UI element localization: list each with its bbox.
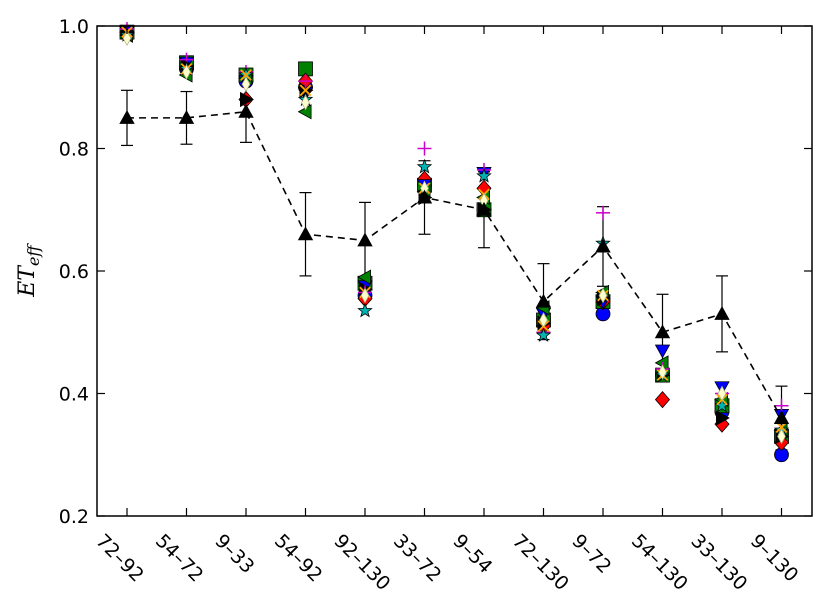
star-marker [357, 302, 373, 318]
triangle-up-marker [119, 110, 135, 124]
triangle-down-marker [654, 344, 671, 359]
x-tick-label: 33–72 [389, 530, 445, 586]
x-tick-label: 9–33 [210, 530, 258, 578]
dashed-series-line [127, 110, 783, 419]
triangle-up-marker [654, 324, 671, 339]
triangle-up-marker [595, 238, 611, 253]
thin-diamond-marker [182, 64, 191, 80]
y-axis: 0.2 0.4 0.6 0.8 1.0 [59, 16, 812, 528]
y-axis-label-main: ET [15, 264, 40, 298]
thin-diamond-marker [658, 364, 667, 380]
diamond-marker [654, 391, 671, 409]
error-bars-layer [121, 80, 788, 451]
x-tick-label: 54–130 [627, 530, 692, 595]
x-tick-label: 9–72 [567, 530, 615, 578]
triangle-up-marker [178, 110, 195, 124]
dashed-series-layer [119, 103, 790, 425]
thin-diamond-marker [777, 428, 786, 445]
triangle-right-marker [239, 91, 254, 108]
cross-marker [299, 84, 312, 97]
plus-marker [417, 141, 432, 156]
cross-marker-stroke [299, 84, 312, 97]
triangle-up-marker [773, 410, 790, 425]
x-tick-label: 9–130 [746, 530, 802, 586]
scatter-layer [119, 22, 790, 463]
x-tick-label: 72–130 [508, 530, 573, 595]
y-axis-label: ETeff [15, 243, 43, 298]
triangle-up-marker [357, 232, 373, 247]
thin-diamond-marker [301, 94, 310, 111]
star-marker [535, 327, 552, 342]
plot-frame [96, 25, 813, 517]
triangle-up-marker [535, 293, 552, 308]
triangle-left-marker [357, 269, 372, 285]
thin-diamond-marker [122, 30, 132, 47]
thin-diamond-marker [360, 287, 370, 304]
y-tick-label: 0.2 [59, 506, 89, 528]
x-tick-label: 92–130 [329, 530, 394, 595]
y-tick-label: 0.6 [59, 261, 89, 283]
star-marker [476, 167, 492, 183]
thin-diamond-marker [717, 385, 727, 402]
triangle-up-marker [416, 189, 433, 204]
triangle-up-marker [714, 306, 730, 320]
triangle-right-marker [716, 410, 730, 426]
x-tick-label: 54–72 [151, 530, 207, 586]
x-tick-label: 9–54 [448, 530, 496, 578]
plus-marker [298, 74, 313, 89]
plus-marker [596, 205, 610, 220]
x-tick-label: 54–92 [270, 530, 326, 586]
thin-diamond-marker [539, 312, 548, 328]
x-tick-label: 72–92 [91, 530, 147, 586]
y-tick-label: 0.4 [59, 384, 89, 406]
cross-marker [240, 69, 252, 81]
triangle-up-marker [238, 103, 254, 118]
triangle-up-marker [476, 201, 492, 216]
y-tick-label: 0.8 [59, 139, 89, 161]
triangle-up-marker [297, 226, 314, 241]
thin-diamond-marker [241, 76, 251, 93]
star-marker [416, 158, 433, 174]
cross-marker-stroke [240, 69, 252, 81]
x-tick-label: 33–130 [686, 530, 751, 595]
thin-diamond-marker [598, 287, 608, 304]
y-tick-label: 1.0 [59, 16, 89, 38]
y-axis-label-sub: eff [24, 243, 43, 266]
